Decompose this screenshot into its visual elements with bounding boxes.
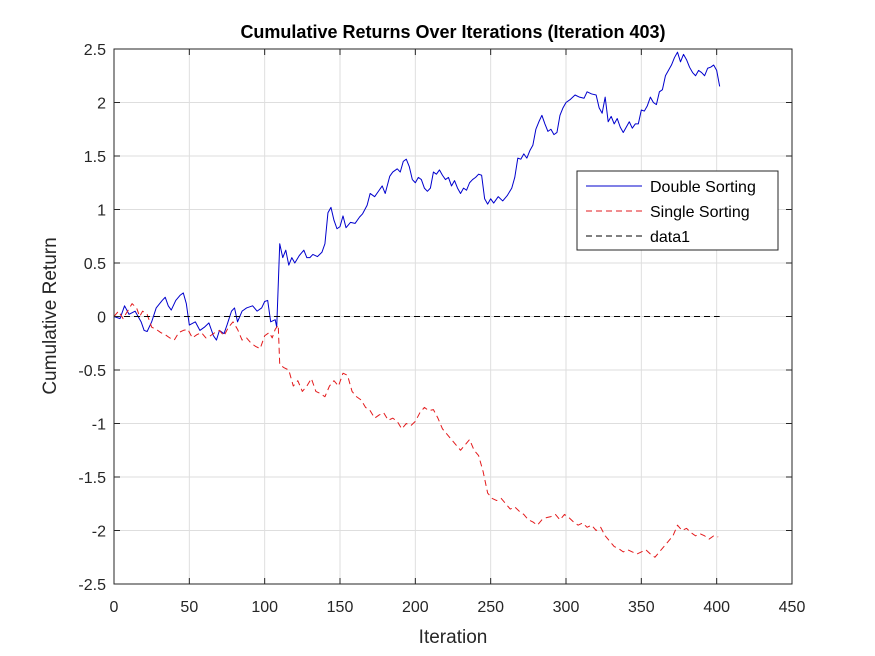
y-tick-label: 0 [97,310,106,327]
y-tick-label: 1.5 [84,149,106,166]
legend-label-single-sorting: Single Sorting [650,204,750,221]
y-tick-label: -1 [92,417,106,434]
y-tick-label: 1 [97,203,106,220]
x-tick-label: 450 [779,599,806,616]
y-tick-label: 2.5 [84,42,106,59]
x-tick-label: 300 [553,599,580,616]
y-tick-label: -1.5 [78,470,106,487]
legend-label-data1: data1 [650,229,690,246]
y-tick-label: -2.5 [78,577,106,594]
x-tick-label: 350 [628,599,655,616]
x-tick-label: 250 [477,599,504,616]
x-tick-label: 0 [110,599,119,616]
x-tick-label: 200 [402,599,429,616]
x-axis-label: Iteration [419,627,488,648]
x-tick-label: 400 [703,599,730,616]
chart-title: Cumulative Returns Over Iterations (Iter… [240,22,665,42]
legend-label-double-sorting: Double Sorting [650,179,756,196]
y-tick-label: 0.5 [84,256,106,273]
x-tick-label: 50 [180,599,198,616]
y-tick-label: -2 [92,524,106,541]
x-tick-label: 100 [251,599,278,616]
x-tick-label: 150 [327,599,354,616]
y-axis-label: Cumulative Return [40,237,61,394]
y-tick-label: -0.5 [78,363,106,380]
legend: Double Sorting Single Sorting data1 [577,171,778,250]
y-tick-label: 2 [97,96,106,113]
